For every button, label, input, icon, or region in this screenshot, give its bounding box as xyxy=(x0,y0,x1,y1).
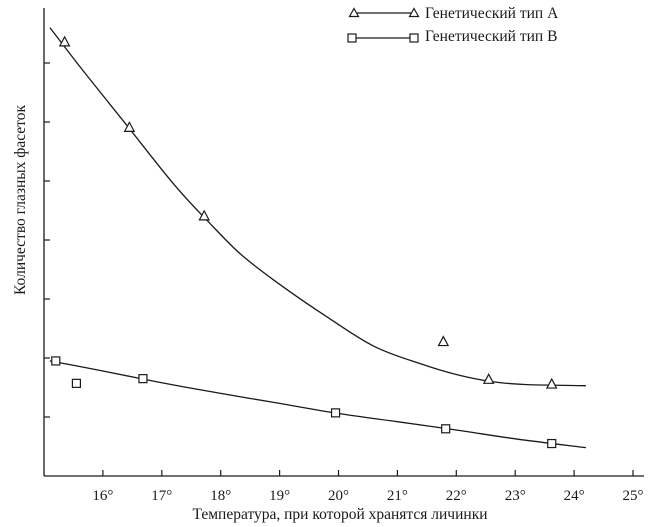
series-b-point xyxy=(51,356,61,366)
series-curves xyxy=(49,27,586,449)
series-markers xyxy=(51,35,558,449)
series-a-point xyxy=(123,121,136,132)
x-tick-label: 17° xyxy=(151,488,172,504)
x-tick-label: 19° xyxy=(269,488,290,504)
legend-label-series-b: Генетический тип В xyxy=(425,28,557,45)
y-axis-title: Количество глазных фасеток xyxy=(12,105,29,296)
x-tick-label: 22° xyxy=(446,488,467,504)
x-tick-label: 16° xyxy=(92,488,113,504)
series-b-point xyxy=(71,378,81,388)
series-b-point xyxy=(138,374,148,384)
legend-marker-series-b-right xyxy=(409,33,419,43)
y-axis-ticks xyxy=(44,62,50,418)
series-a-point xyxy=(58,35,71,47)
series-a-point xyxy=(198,209,211,221)
series-a-line xyxy=(49,27,586,387)
series-b-point xyxy=(330,408,341,418)
x-tick-label: 23° xyxy=(505,488,526,504)
series-b-line xyxy=(49,360,586,449)
legend-marker-series-a-right xyxy=(408,7,420,18)
x-tick-label: 20° xyxy=(328,488,349,504)
x-tick-label: 24° xyxy=(564,488,585,504)
x-tick-label: 25° xyxy=(623,488,644,504)
x-axis-title: Температура, при которой хранятся личинк… xyxy=(192,506,487,523)
legend: Генетический тип А Генетический тип В xyxy=(347,5,559,45)
series-b-point xyxy=(547,438,557,449)
series-a-point xyxy=(437,335,450,347)
x-tick-label: 21° xyxy=(387,488,408,504)
series-a-point xyxy=(482,373,495,384)
series-a-point xyxy=(545,377,558,389)
series-b-point xyxy=(441,424,451,434)
legend-marker-series-b-left xyxy=(347,33,357,43)
legend-label-series-a: Генетический тип А xyxy=(425,5,559,22)
x-tick-label: 18° xyxy=(210,488,231,504)
axes xyxy=(43,8,644,477)
legend-marker-series-a-left xyxy=(348,7,360,18)
x-axis-ticks: 16° 17° 18° 19° 20° 21° 22° 23° 24° 25° xyxy=(92,470,644,504)
